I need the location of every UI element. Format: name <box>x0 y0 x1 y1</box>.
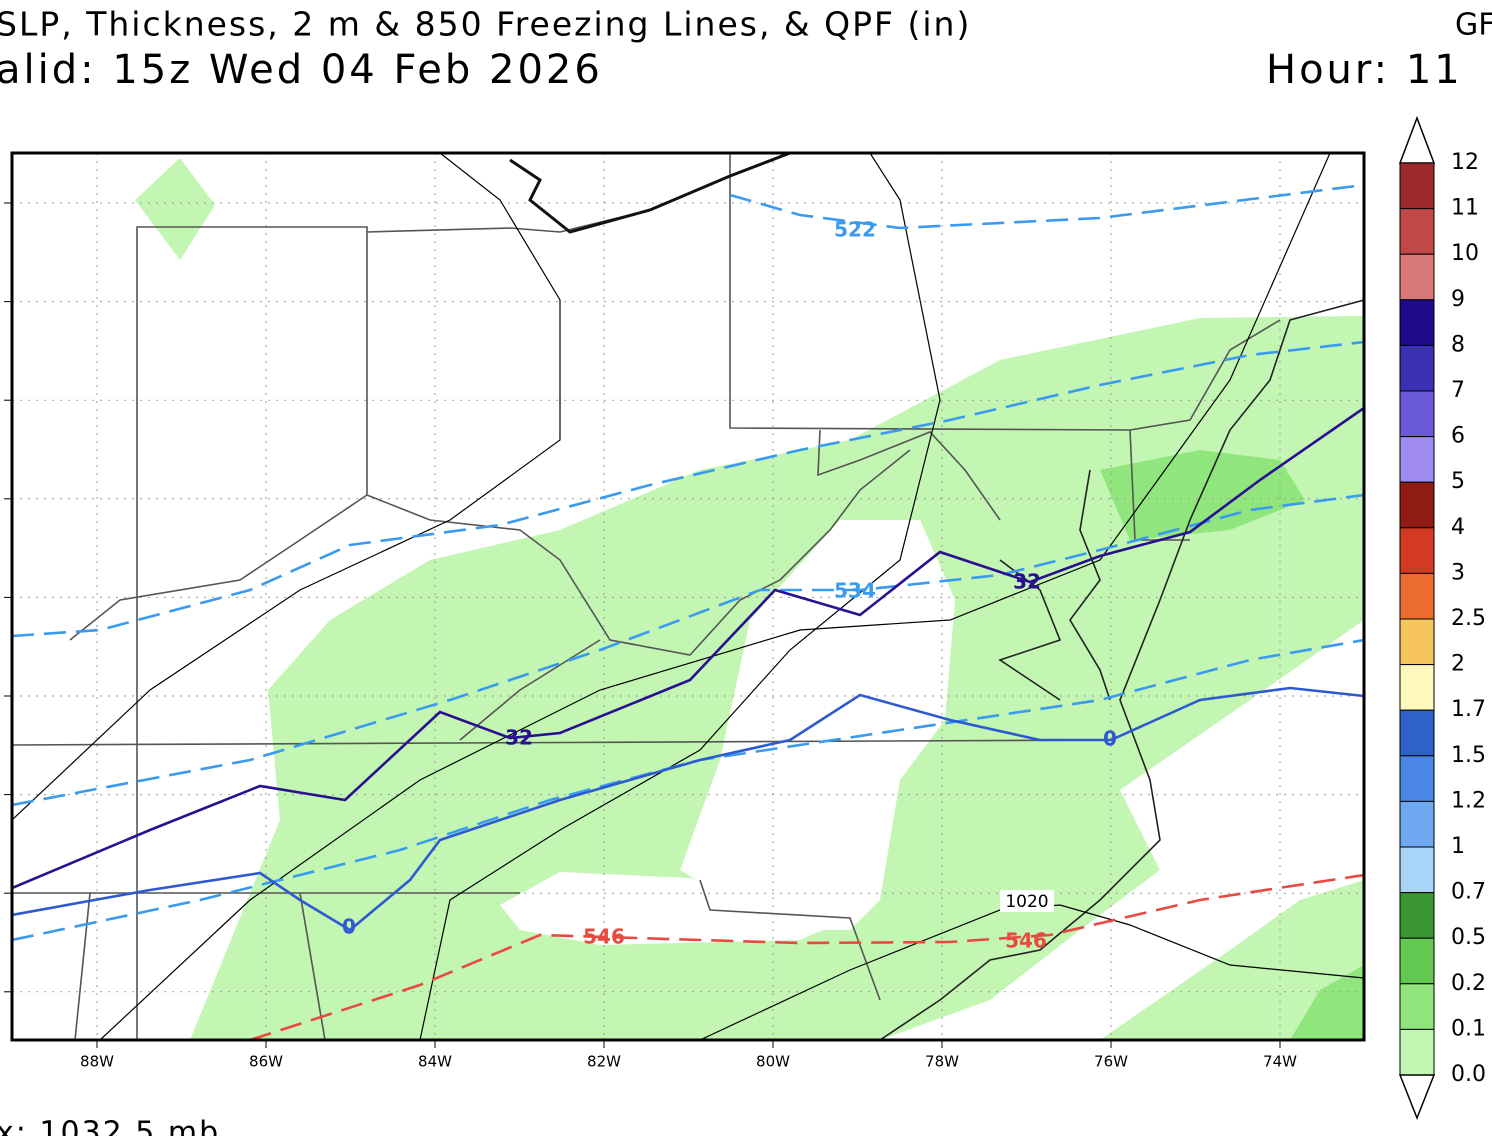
contour-label: 32 <box>505 726 533 750</box>
footer: x: 1032.5 mb <box>0 1116 220 1136</box>
colorbar-label: 6 <box>1451 424 1465 449</box>
colorbar-label: 8 <box>1451 332 1465 357</box>
isobars <box>12 153 1364 1040</box>
qpf-area <box>1100 880 1364 1040</box>
colorbar-swatch <box>1399 800 1435 848</box>
colorbar-swatch <box>1399 1028 1435 1076</box>
valid-time: alid: 15z Wed 04 Feb 2026 <box>0 47 603 93</box>
contour-label: 534 <box>834 579 876 603</box>
longitude-label: 80W <box>756 1053 790 1071</box>
longitude-label: 88W <box>80 1053 114 1071</box>
great-lakes-shore <box>509 153 791 234</box>
colorbar-end <box>1398 115 1436 164</box>
title: SLP, Thickness, 2 m & 850 Freezing Lines… <box>0 5 971 44</box>
colorbar-swatch <box>1399 162 1435 210</box>
longitude-label: 86W <box>249 1053 283 1071</box>
colorbar-end <box>1398 1074 1436 1121</box>
colorbar-label: 0.0 <box>1451 1062 1486 1087</box>
colorbar-label: 7 <box>1451 378 1465 403</box>
colorbar-swatch <box>1399 983 1435 1030</box>
colorbar-label: 2.5 <box>1451 606 1486 631</box>
contour-label: 0 <box>1103 727 1117 751</box>
colorbar-label: 0.5 <box>1451 925 1486 950</box>
contour-label: 1020 <box>1005 892 1048 912</box>
qpf-area <box>1290 965 1364 1040</box>
colorbar-label: 11 <box>1451 196 1479 221</box>
colorbar-label: 10 <box>1451 241 1479 266</box>
freezing-line-850 <box>12 406 1364 890</box>
qpf-area <box>135 158 215 260</box>
colorbar-label: 0.1 <box>1451 1016 1486 1041</box>
map-frame <box>10 151 1366 1042</box>
qpf-gap <box>680 520 955 930</box>
colorbar-label: 9 <box>1451 287 1465 312</box>
colorbar-swatch <box>1399 618 1435 666</box>
forecast-hour: Hour: 11 <box>1266 47 1463 93</box>
colorbar-label: 1.2 <box>1451 788 1486 813</box>
colorbar-label: 2 <box>1451 652 1465 677</box>
colorbar-swatch <box>1399 436 1435 483</box>
contour-label: 546 <box>1005 929 1047 953</box>
map-area: 522 534 546 546 32 32 0 0 1020 <box>12 153 1364 1040</box>
freezing-line-2m <box>12 686 1364 932</box>
contour-label: 0 <box>342 915 356 939</box>
colorbar-swatch <box>1399 390 1435 438</box>
colorbar-swatch <box>1399 208 1435 255</box>
colorbar-swatch <box>1399 572 1435 620</box>
longitude-label: 78W <box>925 1053 959 1071</box>
longitude-label: 74W <box>1263 1053 1297 1071</box>
contour-label: 32 <box>1013 570 1041 594</box>
colorbar-label: 1.5 <box>1451 743 1486 768</box>
colorbar-label: 12 <box>1451 150 1479 175</box>
contour-label: 546 <box>583 925 625 949</box>
colorbar-swatch <box>1399 709 1435 757</box>
contour-label: 522 <box>834 218 876 242</box>
colorbar-swatch <box>1399 481 1435 529</box>
colorbar-swatch <box>1399 755 1435 802</box>
colorbar-label: 0.7 <box>1451 880 1486 905</box>
colorbar-label: 1 <box>1451 834 1465 859</box>
qpf-area <box>1100 450 1305 540</box>
longitude-label: 84W <box>418 1053 452 1071</box>
colorbar-label: 4 <box>1451 515 1465 540</box>
colorbar-swatch <box>1399 344 1435 392</box>
colorbar-swatch <box>1399 527 1435 574</box>
colorbar-swatch <box>1399 892 1435 939</box>
colorbar-swatch <box>1399 299 1435 346</box>
longitude-label: 82W <box>587 1053 621 1071</box>
colorbar-label: 3 <box>1451 560 1465 585</box>
colorbar-swatch <box>1399 664 1435 711</box>
colorbar-label: 5 <box>1451 469 1465 494</box>
colorbar-swatch <box>1399 253 1435 301</box>
colorbar-label: 1.7 <box>1451 697 1486 722</box>
model-label: GF <box>1455 8 1492 43</box>
colorbar-label: 0.2 <box>1451 971 1486 996</box>
qpf-gap <box>500 872 850 945</box>
colorbar-swatch <box>1399 846 1435 894</box>
longitude-label: 76W <box>1094 1053 1128 1071</box>
colorbar-swatch <box>1399 937 1435 985</box>
